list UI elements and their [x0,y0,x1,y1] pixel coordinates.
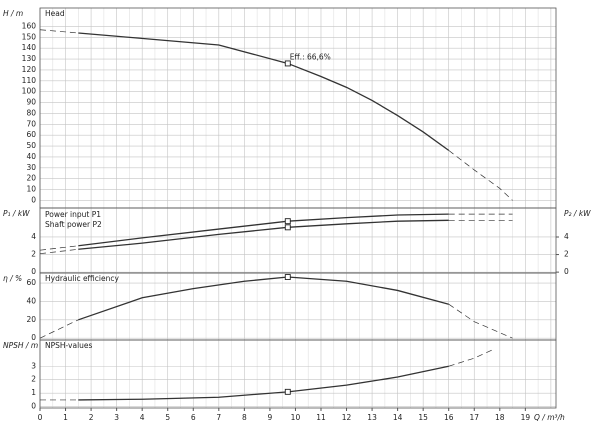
line [78,219,449,250]
line-extrapolated [39,303,513,339]
x-tick-label: 15 [418,413,428,422]
x-tick-label: 3 [114,413,119,422]
y-tick-label: 140 [22,43,37,52]
x-tick-label: 13 [367,413,377,422]
y-tick-label: 2 [31,375,36,384]
x-tick-label: 7 [216,413,221,422]
panel-frame [39,339,557,409]
y-tick-label: 0 [31,402,36,411]
y-tick-label: 110 [22,76,37,85]
line [78,365,449,401]
y-tick-label: 2 [31,250,36,259]
x-tick-label: 19 [521,413,531,422]
x-tick-label: 8 [242,413,247,422]
y-tick-label: 4 [31,232,36,241]
x-tick-label: 14 [393,413,403,422]
y-tick-label: 0 [31,195,36,204]
x-tick-label: 4 [140,413,145,422]
y-tick-label: 3 [31,361,36,370]
legend-entry: Power input P1 [45,210,101,219]
line-extrapolated [39,219,513,255]
x-tick-label: 9 [268,413,273,422]
y-tick-label: 40 [26,152,36,161]
x-tick-label: 16 [444,413,454,422]
x-tick-label: 5 [165,413,170,422]
duty-point [284,274,291,280]
axis-label: H / m [3,9,23,18]
axis-label: η / % [3,274,22,283]
y-tick-label: 80 [26,108,36,117]
line-extrapolated [40,348,495,401]
y-tick-label: 30 [26,163,36,172]
duty-point [284,60,291,67]
panel-frame [39,7,557,209]
x-tick-label: 2 [89,413,94,422]
axis-label: NPSH / m [3,341,38,350]
legend-entry: Shaft power P2 [45,220,102,229]
x-tick-label: 11 [316,413,326,422]
duty-point [284,218,291,225]
y2-tick-label: 4 [564,232,569,241]
panel-label: Hydraulic efficiency [45,274,120,283]
y-tick-label: 90 [26,98,36,107]
y-tick-label: 10 [26,185,36,194]
duty-point [284,388,291,395]
x-tick-label: 10 [291,413,301,422]
line-extrapolated [39,29,513,201]
y2-tick-label: 2 [564,250,569,259]
y2-tick-label: 0 [564,267,569,276]
y-tick-label: 0 [31,267,36,276]
y-tick-label: 60 [26,130,36,139]
x-tick-label: 12 [342,413,352,422]
line-extrapolated [39,213,513,251]
y-tick-label: 150 [22,32,37,41]
x-axis-label: Q / m³/h [534,413,565,422]
y-tick-label: 40 [26,296,36,305]
y-tick-label: 0 [31,333,36,342]
y-tick-label: 20 [26,174,36,183]
y-tick-label: 160 [22,21,37,30]
duty-point [284,224,291,231]
y-tick-label: 1 [31,388,36,397]
x-tick-label: 17 [469,413,479,422]
x-tick-label: 6 [191,413,196,422]
panel-label: NPSH-values [45,341,93,350]
line [78,32,450,151]
annotation: Eff.: 66,6% [290,52,331,61]
y2-axis-label: P₂ / kW [564,209,591,218]
x-tick-label: 0 [38,413,43,422]
y-tick-label: 120 [22,65,37,74]
x-tick-label: 18 [495,413,505,422]
y-tick-label: 60 [26,278,36,287]
axis-label: P₁ / kW [3,209,30,218]
y-tick-label: 20 [26,315,36,324]
y-tick-label: 50 [26,141,36,150]
y-tick-label: 100 [22,87,37,96]
y-tick-label: 130 [22,54,37,63]
line [78,276,449,321]
panel-label: Head [45,9,65,18]
y-tick-label: 70 [26,119,36,128]
x-tick-label: 1 [63,413,68,422]
